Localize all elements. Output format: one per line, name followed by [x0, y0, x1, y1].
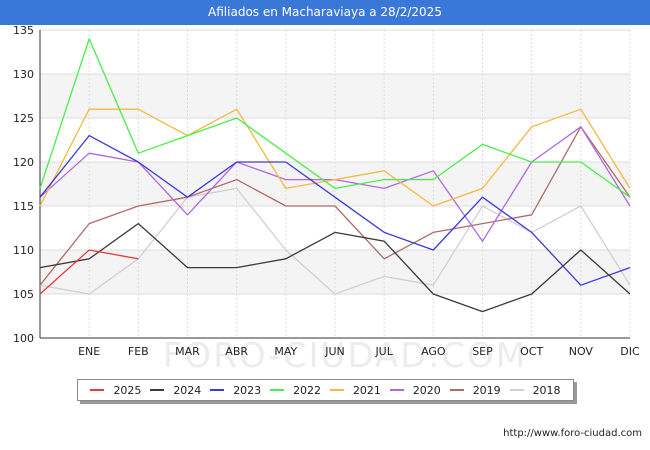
series-line-2024	[39, 222, 631, 313]
y-tick-label: 135	[13, 24, 34, 37]
chart-title: Afiliados en Macharaviaya a 28/2/2025	[208, 5, 442, 19]
legend-item-2025: 2025	[90, 384, 141, 397]
x-tick-label: ABR	[225, 345, 248, 358]
legend-swatch	[389, 389, 404, 391]
legend-item-2023: 2023	[210, 384, 261, 397]
y-tick-label: 110	[13, 244, 34, 257]
series-line-2021	[39, 108, 631, 207]
legend-label: 2025	[113, 383, 142, 397]
legend-swatch	[329, 389, 344, 391]
legend-swatch	[449, 389, 464, 391]
legend-label: 2018	[532, 383, 561, 397]
x-tick-label: OCT	[520, 345, 543, 358]
legend-item-2018: 2018	[509, 383, 561, 397]
y-tick-label: 105	[13, 288, 34, 301]
x-tick-label: ENE	[78, 345, 100, 358]
legend-swatch	[509, 389, 524, 391]
legend-swatch	[270, 389, 285, 391]
y-tick-label: 100	[13, 332, 34, 345]
legend-label: 2021	[352, 383, 381, 397]
x-tick-label: SEP	[472, 345, 493, 358]
title-bar	[0, 0, 650, 25]
legend-item-2024: 2024	[150, 384, 201, 397]
x-tick-label: MAR	[175, 345, 200, 358]
series-line-2019	[39, 126, 631, 286]
legend-item-2020: 2020	[389, 383, 441, 397]
x-tick-label: MAY	[274, 345, 297, 358]
x-tick-label: NOV	[569, 345, 594, 358]
y-tick-label: 120	[13, 156, 34, 169]
legend-label: 2024	[173, 383, 202, 397]
legend-label: 2019	[472, 383, 501, 397]
x-tick-label: FEB	[128, 345, 149, 358]
x-tick-label: JUN	[324, 345, 345, 358]
series-line-2023	[39, 134, 631, 286]
legend-item-2019: 2019	[449, 383, 501, 397]
x-tick-label: JUL	[374, 345, 393, 358]
legend-swatch	[210, 389, 225, 391]
y-tick-label: 115	[13, 200, 34, 213]
source-url: http://www.foro-ciudad.com	[503, 428, 642, 439]
y-tick-label: 125	[13, 112, 34, 125]
legend-label: 2023	[233, 383, 262, 397]
legend-swatch	[150, 389, 165, 391]
legend-item-2021: 2021	[329, 383, 381, 397]
series-line-2025	[39, 249, 139, 295]
x-tick-label: DIC	[620, 345, 640, 358]
watermark: FORO-CIUDAD.COM	[163, 336, 527, 376]
legend-label: 2022	[293, 383, 322, 397]
legend-swatch	[90, 389, 105, 391]
legend-label: 2020	[412, 383, 441, 397]
series-line-2022	[39, 38, 631, 198]
y-tick-label: 130	[13, 68, 34, 81]
legend-item-2022: 2022	[270, 384, 321, 397]
legend: 2025 2024 2023 2022 2021 2020 2019 2018	[77, 379, 574, 401]
x-tick-label: AGO	[421, 345, 446, 358]
